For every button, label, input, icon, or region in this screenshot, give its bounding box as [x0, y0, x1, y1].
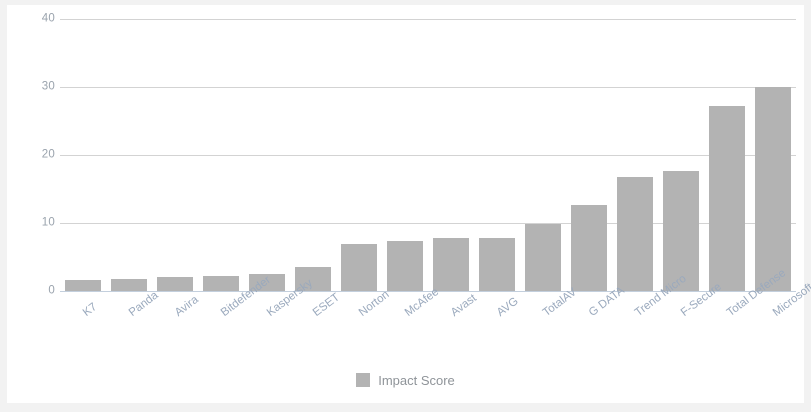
bar-slot: [612, 5, 658, 305]
chart-plot-area: 0 10 20 30 40: [7, 5, 804, 305]
bar-slot: [428, 5, 474, 305]
bar-slot: [198, 5, 244, 305]
y-axis-tick-label: 20: [41, 148, 55, 161]
x-axis-tick: Trend Micro: [612, 273, 689, 365]
bar-slot: [290, 5, 336, 305]
bar[interactable]: [525, 223, 561, 291]
bar-slot: [520, 5, 566, 305]
legend-item-label: Impact Score: [378, 372, 455, 388]
bar[interactable]: [341, 244, 377, 291]
gridline: [60, 155, 796, 156]
gridline: [60, 291, 796, 292]
bar[interactable]: [571, 205, 607, 291]
x-axis-tick: K7: [60, 300, 106, 365]
x-axis-tick: Total Defense: [704, 267, 788, 365]
bar[interactable]: [249, 274, 285, 291]
bar-slot: [382, 5, 428, 305]
bar[interactable]: [157, 277, 193, 291]
chart-legend[interactable]: Impact Score: [7, 373, 804, 387]
gridline: [60, 87, 796, 88]
legend-color-swatch: [356, 373, 371, 387]
x-axis-labels: K7 Panda Avira Bitdefender Kaspersky ESET Nort…: [60, 267, 811, 365]
bar-slot: [474, 5, 520, 305]
bar[interactable]: [387, 241, 423, 291]
x-axis-tick: Avira: [152, 294, 201, 365]
bar-slot: [704, 5, 750, 305]
bar-slot: [566, 5, 612, 305]
bar-slot: [60, 5, 106, 305]
bar[interactable]: [295, 266, 331, 291]
bar-slot: [658, 5, 704, 305]
x-axis-tick: ESET: [290, 291, 342, 365]
bar[interactable]: [433, 237, 469, 291]
bar-slot: [750, 5, 796, 305]
y-axis-tick-label: 40: [41, 12, 55, 25]
x-axis-tick: Kaspersky: [244, 277, 315, 365]
bar-slot: [106, 5, 152, 305]
bar-series-impact-score: [60, 5, 796, 305]
bar[interactable]: [709, 106, 745, 291]
bar-slot: [336, 5, 382, 305]
x-axis-tick: Norton: [336, 289, 392, 365]
bar[interactable]: [65, 280, 101, 291]
y-axis-tick-label: 0: [48, 284, 55, 297]
bar[interactable]: [617, 177, 653, 291]
x-axis-tick: TotalAV: [520, 286, 579, 365]
chart-card: 0 10 20 30 40 K7 Panda Avira Bitdefender Kaspers…: [7, 5, 811, 403]
x-axis-tick: Panda: [106, 289, 161, 365]
gridline: [60, 19, 796, 20]
bar[interactable]: [203, 276, 239, 291]
y-axis-tick-label: 30: [41, 80, 55, 93]
x-axis-tick: Microsoft: [750, 281, 811, 365]
y-axis-tick-label: 10: [41, 216, 55, 229]
y-axis: 0 10 20 30 40: [7, 5, 55, 305]
x-axis-tick: McAfee: [382, 286, 441, 365]
x-axis-tick: Avast: [428, 292, 479, 365]
x-axis-tick: F-Secure: [658, 281, 724, 365]
bar[interactable]: [663, 170, 699, 291]
bar[interactable]: [479, 237, 515, 291]
bar[interactable]: [111, 278, 147, 291]
bar-slot: [152, 5, 198, 305]
x-axis-tick: G DATA: [566, 285, 627, 365]
x-axis-tick: Bitdefender: [198, 274, 273, 365]
bar[interactable]: [755, 87, 791, 291]
chart-gridlines: [60, 5, 796, 305]
x-axis-tick-label: K7: [80, 300, 100, 319]
bar-slot: [244, 5, 290, 305]
gridline: [60, 223, 796, 224]
x-axis-tick: AVG: [474, 295, 521, 365]
